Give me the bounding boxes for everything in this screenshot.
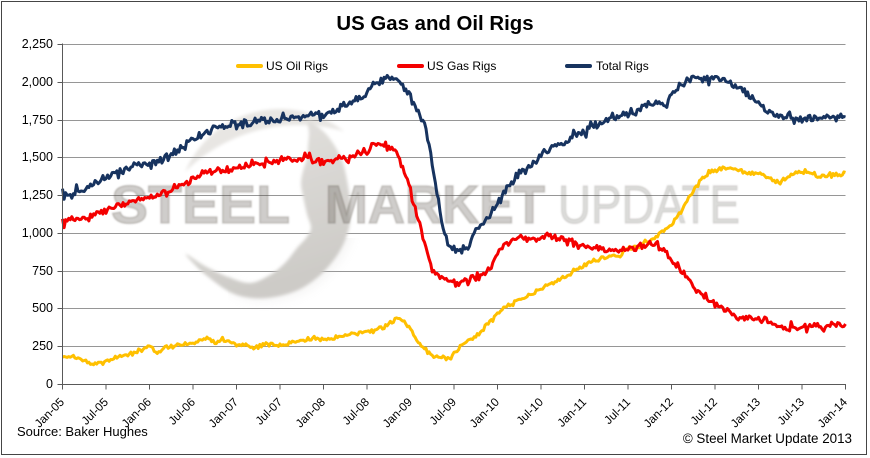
svg-text:UPDATE: UPDATE: [558, 175, 740, 235]
svg-text:STEEL: STEEL: [111, 175, 290, 235]
